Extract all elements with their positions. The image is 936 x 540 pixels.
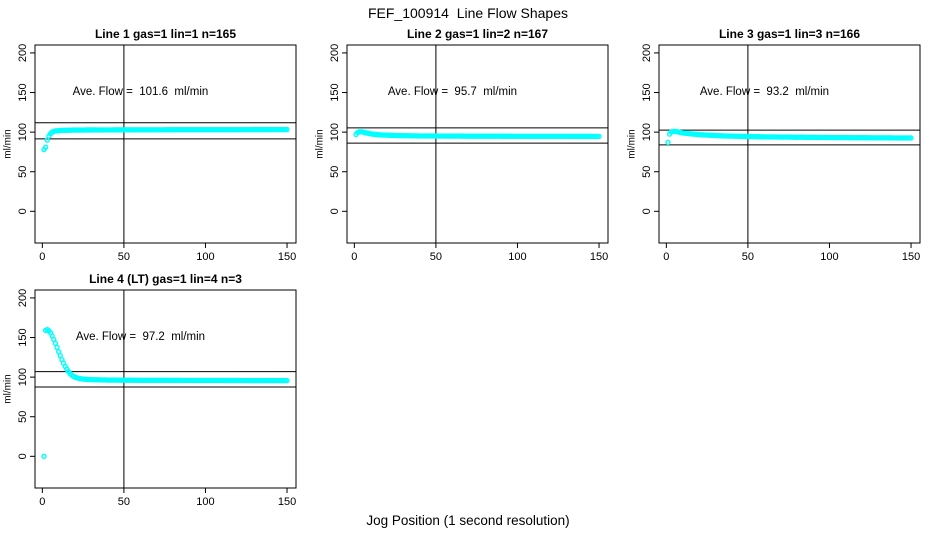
y-axis: 0 50 100 150 200 <box>17 289 35 459</box>
panel-1-title: Line 1 gas=1 lin=1 n=165 <box>94 27 237 41</box>
x-tick-label: 100 <box>820 251 838 263</box>
x-tick-label: 0 <box>663 251 669 263</box>
panel-3-title: Line 3 gas=1 lin=3 n=166 <box>718 27 861 41</box>
data-points <box>353 129 602 140</box>
y-tick-label: 200 <box>641 44 653 62</box>
ave-flow-annotation: Ave. Flow = 93.2 ml/min <box>699 85 830 98</box>
y-tick-label: 0 <box>641 208 653 214</box>
plot-box <box>346 44 609 244</box>
y-axis: 0 50 100 150 200 <box>17 44 35 214</box>
plot-box <box>34 44 297 244</box>
x-tick-label: 50 <box>118 251 130 263</box>
x-axis: 0 50 100 150 <box>39 488 296 508</box>
ave-flow-annotation: Ave. Flow = 101.6 ml/min <box>72 85 209 98</box>
plot-box <box>34 289 297 489</box>
plot-box <box>658 44 921 244</box>
y-tick-label: 100 <box>17 368 29 386</box>
panel: 0 50 100 150 0 50 100 150 200 ml/min <box>3 289 297 508</box>
figure-title: FEF_100914 Line Flow Shapes <box>367 5 568 21</box>
x-tick-label: 50 <box>742 251 754 263</box>
x-tick-label: 0 <box>39 251 45 263</box>
reference-lines <box>35 45 296 243</box>
x-tick-label: 50 <box>430 251 442 263</box>
x-axis: 0 50 100 150 <box>39 243 296 263</box>
x-axis: 0 50 100 150 <box>663 243 920 263</box>
y-tick-label: 200 <box>17 44 29 62</box>
x-tick-label: 150 <box>590 251 608 263</box>
y-tick-label: 150 <box>329 83 341 101</box>
y-tick-label: 100 <box>641 123 653 141</box>
y-tick-label: 200 <box>17 289 29 307</box>
x-tick-label: 100 <box>196 251 214 263</box>
panel-4-title: Line 4 (LT) gas=1 lin=4 n=3 <box>89 272 242 286</box>
y-axis-title: ml/min <box>3 129 14 158</box>
x-tick-label: 100 <box>196 496 214 508</box>
x-tick-label: 0 <box>351 251 357 263</box>
y-axis: 0 50 100 150 200 <box>329 44 347 214</box>
data-points <box>41 326 290 460</box>
panel: 0 50 100 150 0 50 100 150 200 ml/min <box>3 44 297 263</box>
y-tick-label: 50 <box>17 166 29 178</box>
x-tick-label: 100 <box>508 251 526 263</box>
x-tick-label: 150 <box>278 496 296 508</box>
x-axis: 0 50 100 150 <box>351 243 608 263</box>
y-tick-label: 50 <box>641 166 653 178</box>
x-tick-label: 50 <box>118 496 130 508</box>
panel: 0 50 100 150 0 50 100 150 200 ml/min <box>315 44 609 263</box>
ave-flow-annotation: Ave. Flow = 95.7 ml/min <box>387 85 518 98</box>
x-tick-label: 150 <box>902 251 920 263</box>
y-tick-label: 150 <box>17 83 29 101</box>
y-tick-label: 0 <box>17 208 29 214</box>
y-tick-label: 50 <box>17 411 29 423</box>
y-axis-title: ml/min <box>3 374 14 403</box>
y-axis-title: ml/min <box>627 129 638 158</box>
y-tick-label: 100 <box>329 123 341 141</box>
reference-lines <box>659 45 920 243</box>
y-tick-label: 50 <box>329 166 341 178</box>
panel-2-title: Line 2 gas=1 lin=2 n=167 <box>406 27 549 41</box>
ave-flow-annotation: Ave. Flow = 97.2 ml/min <box>75 330 206 343</box>
y-tick-label: 0 <box>329 208 341 214</box>
reference-lines <box>347 45 608 243</box>
y-tick-label: 150 <box>641 83 653 101</box>
y-axis-title: ml/min <box>315 129 326 158</box>
y-axis: 0 50 100 150 200 <box>641 44 659 214</box>
y-tick-label: 200 <box>329 44 341 62</box>
data-points <box>41 126 290 153</box>
y-tick-label: 150 <box>17 328 29 346</box>
data-points <box>665 128 914 146</box>
y-tick-label: 0 <box>17 453 29 459</box>
panel: 0 50 100 150 0 50 100 150 200 ml/min <box>627 44 921 263</box>
x-axis-title: Jog Position (1 second resolution) <box>366 513 570 528</box>
x-tick-label: 0 <box>39 496 45 508</box>
reference-lines <box>35 290 296 488</box>
y-tick-label: 100 <box>17 123 29 141</box>
x-tick-label: 150 <box>278 251 296 263</box>
